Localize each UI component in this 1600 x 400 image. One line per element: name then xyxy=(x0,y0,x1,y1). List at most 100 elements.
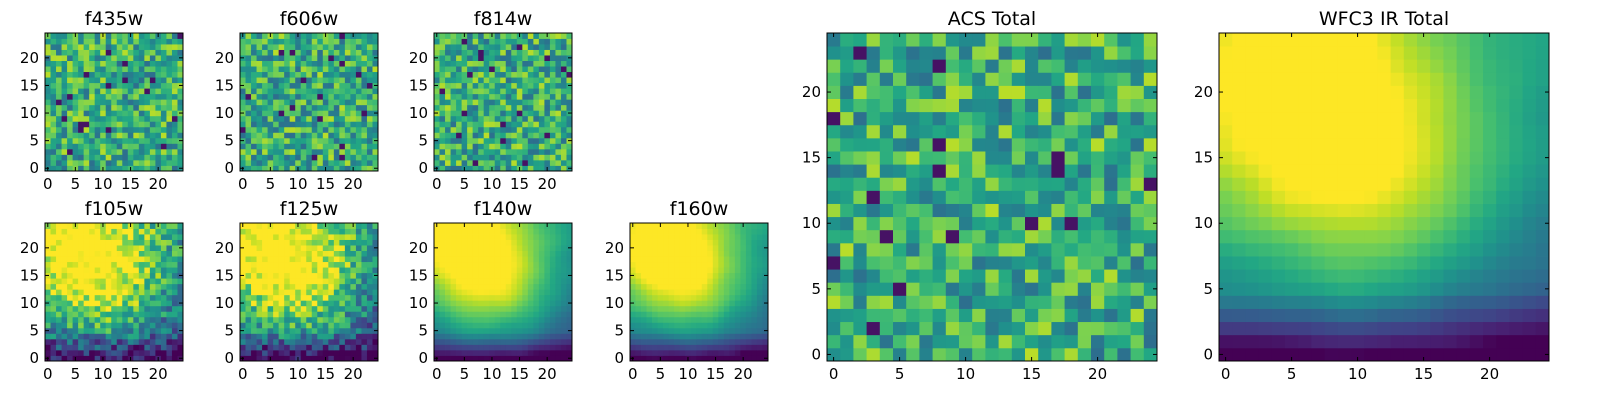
heatmap-cell xyxy=(61,77,68,84)
heatmap-cell xyxy=(45,305,51,312)
x-tick-label: 5 xyxy=(71,365,81,383)
heatmap-cell xyxy=(533,121,540,128)
heatmap-cell xyxy=(111,115,118,122)
heatmap-cell xyxy=(127,316,134,323)
heatmap-cell xyxy=(322,278,329,285)
heatmap-cell xyxy=(284,44,291,50)
heatmap-cell xyxy=(674,223,681,229)
heatmap-cell xyxy=(635,305,642,312)
heatmap-cell xyxy=(707,294,714,301)
heatmap-cell xyxy=(267,333,274,340)
heatmap-cell xyxy=(549,278,556,285)
heatmap-cell xyxy=(177,33,184,39)
heatmap-cell xyxy=(61,154,68,161)
heatmap-cell xyxy=(89,228,96,235)
heatmap-cell xyxy=(122,289,129,296)
heatmap-cell xyxy=(251,137,257,144)
heatmap-cell xyxy=(745,228,752,235)
heatmap-cell xyxy=(127,245,134,251)
heatmap-cell xyxy=(734,267,741,274)
heatmap-cell xyxy=(1011,334,1026,349)
heatmap-cell xyxy=(522,311,529,318)
heatmap-cell xyxy=(657,311,664,318)
heatmap-cell xyxy=(350,234,357,240)
heatmap-cell xyxy=(350,344,357,351)
heatmap-cell xyxy=(472,110,479,117)
heatmap-cell xyxy=(439,132,446,139)
heatmap-cell xyxy=(311,148,318,155)
heatmap-cell xyxy=(105,126,112,133)
heatmap-cell xyxy=(256,132,263,139)
heatmap-cell xyxy=(555,223,562,229)
heatmap-cell xyxy=(56,327,62,334)
heatmap-cell xyxy=(67,49,73,56)
heatmap-cell xyxy=(879,164,894,178)
heatmap-cell xyxy=(919,164,933,178)
heatmap-cell xyxy=(339,132,346,139)
heatmap-cell xyxy=(355,272,362,279)
heatmap-cell xyxy=(489,159,496,166)
heatmap-cell xyxy=(734,294,741,301)
heatmap-cell xyxy=(160,349,167,356)
heatmap-cell xyxy=(317,55,324,61)
heatmap-cell xyxy=(483,294,490,301)
heatmap-cell xyxy=(445,165,451,172)
heatmap-cell xyxy=(533,77,540,84)
heatmap-cell xyxy=(339,115,346,122)
heatmap-cell xyxy=(945,308,960,323)
heatmap-cell xyxy=(701,333,708,340)
heatmap-cell xyxy=(300,289,307,296)
heatmap-cell xyxy=(278,60,285,67)
heatmap-cell xyxy=(133,223,140,229)
heatmap-cell xyxy=(456,245,462,251)
heatmap-cell xyxy=(511,239,518,246)
heatmap-cell xyxy=(701,344,708,351)
heatmap-cell xyxy=(641,228,647,235)
heatmap-cell xyxy=(544,333,551,340)
heatmap-cell xyxy=(278,99,285,106)
heatmap-cell xyxy=(494,137,501,144)
heatmap-cell xyxy=(566,228,573,235)
heatmap-cell xyxy=(116,33,123,39)
heatmap-cell xyxy=(511,322,518,329)
heatmap-cell xyxy=(533,60,540,67)
heatmap-cell xyxy=(284,159,291,166)
heatmap-cell xyxy=(450,228,457,235)
heatmap-cell xyxy=(434,154,440,161)
heatmap-cell xyxy=(932,242,947,257)
heatmap-cell xyxy=(50,104,57,111)
heatmap-cell xyxy=(155,272,162,279)
heatmap-cell xyxy=(295,300,302,307)
heatmap-cell xyxy=(366,355,373,362)
heatmap-cell xyxy=(500,289,507,296)
heatmap-cell xyxy=(756,349,763,356)
heatmap-cell xyxy=(245,60,252,67)
heatmap-cell xyxy=(1104,347,1118,362)
heatmap-cell xyxy=(544,154,551,161)
heatmap-cell xyxy=(1038,177,1052,191)
heatmap-cell xyxy=(685,239,692,246)
heatmap-cell xyxy=(361,239,368,246)
heatmap-cell xyxy=(171,165,178,172)
heatmap-cell xyxy=(56,267,62,274)
heatmap-cell xyxy=(133,115,140,122)
heatmap-cell xyxy=(83,344,90,351)
y-tick-label: 15 xyxy=(409,76,428,94)
heatmap-cell xyxy=(439,256,446,263)
heatmap-cell xyxy=(278,154,285,161)
heatmap-cell xyxy=(461,121,468,128)
heatmap-cell xyxy=(919,242,933,257)
heatmap-cell xyxy=(522,333,529,340)
heatmap-cell xyxy=(646,278,653,285)
heatmap-cell xyxy=(434,333,440,340)
heatmap-cell xyxy=(100,338,107,345)
heatmap-cell xyxy=(122,349,129,356)
heatmap-cell xyxy=(701,300,708,307)
heatmap-cell xyxy=(527,267,534,274)
heatmap-cell xyxy=(533,165,540,172)
heatmap-cell xyxy=(740,267,747,274)
heatmap-cell xyxy=(105,71,112,78)
heatmap-cell xyxy=(456,88,462,95)
heatmap-cell xyxy=(311,159,318,166)
heatmap-cell xyxy=(494,256,501,263)
